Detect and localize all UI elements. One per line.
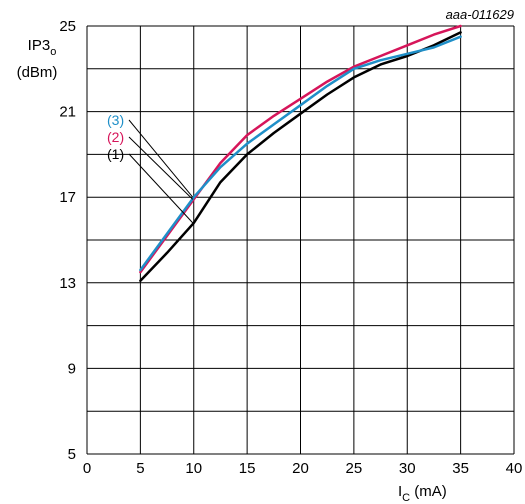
series-line-3 — [139, 35, 462, 272]
y-tick-label: 9 — [68, 360, 76, 377]
y-tick-label: 13 — [59, 275, 76, 292]
legend-entry-3: (3) — [107, 112, 124, 128]
y-axis-label: IP3o — [28, 37, 57, 58]
x-tick-label: 10 — [185, 460, 202, 477]
x-tick-label: 5 — [136, 460, 144, 477]
legend-leader-lines — [128, 119, 194, 224]
x-tick-label: 25 — [346, 460, 363, 477]
y-tick-label: 17 — [59, 189, 76, 206]
x-tick-label: 30 — [399, 460, 416, 477]
legend-leader-1 — [128, 153, 194, 224]
y-tick-label: 21 — [59, 104, 76, 121]
series-layer — [139, 24, 462, 282]
x-tick-label: 20 — [292, 460, 309, 477]
legend-entry-2: (2) — [107, 129, 124, 145]
y-axis-unit: (dBm) — [17, 64, 58, 81]
legend-leader-3 — [128, 119, 194, 198]
y-tick-label: 25 — [59, 18, 76, 35]
legend-leader-2 — [128, 136, 194, 200]
grid — [86, 25, 515, 455]
figure-code: aaa-011629 — [446, 7, 514, 22]
series-line-1 — [139, 31, 462, 282]
x-axis-label: IC (mA) — [398, 483, 447, 504]
legend-entry-1: (1) — [107, 146, 124, 162]
x-tick-label: 35 — [452, 460, 469, 477]
x-tick-label: 40 — [506, 460, 523, 477]
x-tick-label: 0 — [83, 460, 91, 477]
x-tick-label: 15 — [239, 460, 256, 477]
y-tick-label: 5 — [68, 446, 76, 463]
